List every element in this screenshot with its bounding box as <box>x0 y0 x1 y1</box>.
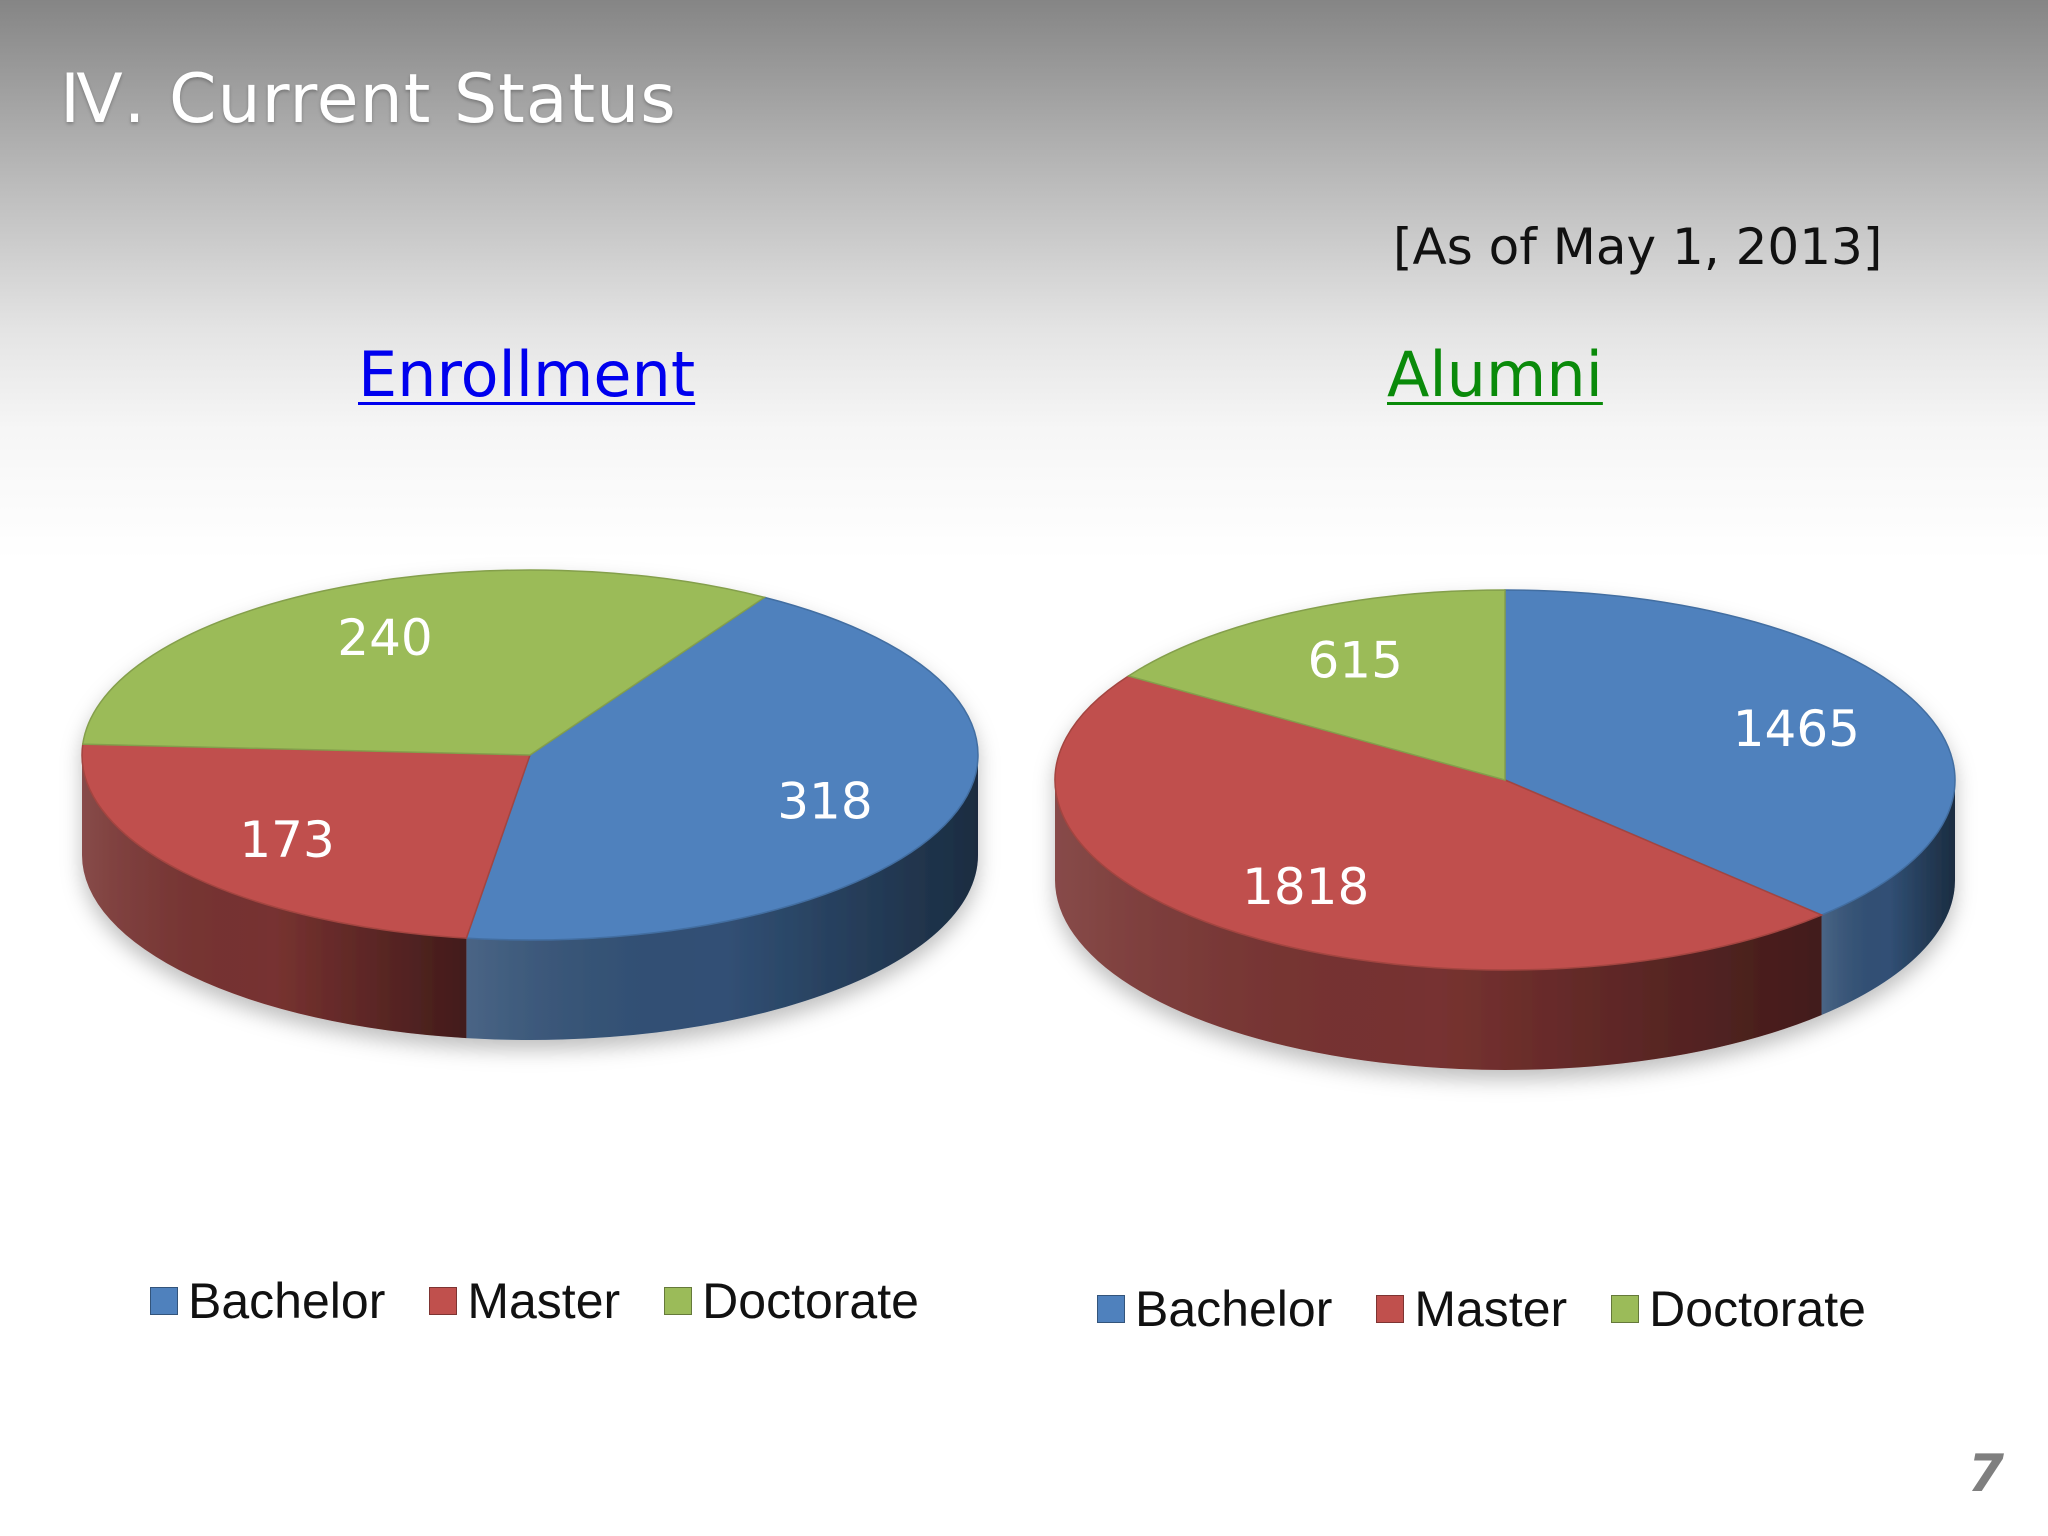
legend-label-bachelor: Bachelor <box>1135 1281 1333 1337</box>
pie-slice-doctorate[interactable] <box>1126 589 1506 781</box>
legend-swatch-doctorate <box>1611 1295 1640 1323</box>
alumni-pie-chart <box>1054 589 1956 1070</box>
pie-wall-shade <box>82 755 467 1039</box>
enrollment-pie-chart <box>81 569 979 1040</box>
pie-slice-bachelor[interactable] <box>1504 589 1956 916</box>
page-number: 7 <box>1967 1444 2004 1504</box>
pie-slice-doctorate[interactable] <box>81 569 767 756</box>
legend-item-bachelor: Bachelor <box>150 1272 385 1330</box>
enrollment-legend: Bachelor Master Doctorate <box>150 1272 963 1330</box>
pie-slice-bachelor[interactable] <box>465 596 979 941</box>
data-label-master: 173 <box>239 811 334 869</box>
pie-wall-shade <box>466 755 978 1040</box>
alumni-chart-title[interactable]: Alumni <box>1387 338 1603 411</box>
pie-wall-shade <box>1055 780 1822 1070</box>
as-of-date: [As of May 1, 2013] <box>1393 218 1883 276</box>
data-label-doctorate: 240 <box>337 609 432 667</box>
pie-slice-master[interactable] <box>1054 675 1824 971</box>
legend-label-master: Master <box>1414 1281 1568 1337</box>
legend-item-bachelor: Bachelor <box>1097 1280 1332 1338</box>
legend-item-doctorate: Doctorate <box>664 1272 919 1330</box>
alumni-legend: Bachelor Master Doctorate <box>1097 1280 1910 1338</box>
legend-swatch-bachelor <box>150 1287 178 1315</box>
pie-wall-shade <box>1821 780 1956 1016</box>
legend-swatch-bachelor <box>1097 1295 1125 1323</box>
legend-swatch-master <box>429 1287 458 1315</box>
enrollment-chart-title[interactable]: Enrollment <box>358 338 696 411</box>
legend-swatch-master <box>1376 1295 1405 1323</box>
legend-label-doctorate: Doctorate <box>1649 1281 1866 1337</box>
legend-item-doctorate: Doctorate <box>1611 1280 1866 1338</box>
data-label-bachelor: 1465 <box>1733 700 1860 758</box>
legend-item-master: Master <box>1376 1280 1567 1338</box>
legend-label-master: Master <box>467 1273 621 1329</box>
slide-title: Ⅳ. Current Status <box>60 60 677 139</box>
pie-slice-master[interactable] <box>81 743 532 939</box>
legend-label-doctorate: Doctorate <box>702 1273 919 1329</box>
data-label-doctorate: 615 <box>1307 632 1402 690</box>
data-label-bachelor: 318 <box>777 772 872 830</box>
legend-label-bachelor: Bachelor <box>188 1273 386 1329</box>
legend-swatch-doctorate <box>664 1287 693 1315</box>
legend-item-master: Master <box>429 1272 620 1330</box>
data-label-master: 1818 <box>1242 858 1369 916</box>
